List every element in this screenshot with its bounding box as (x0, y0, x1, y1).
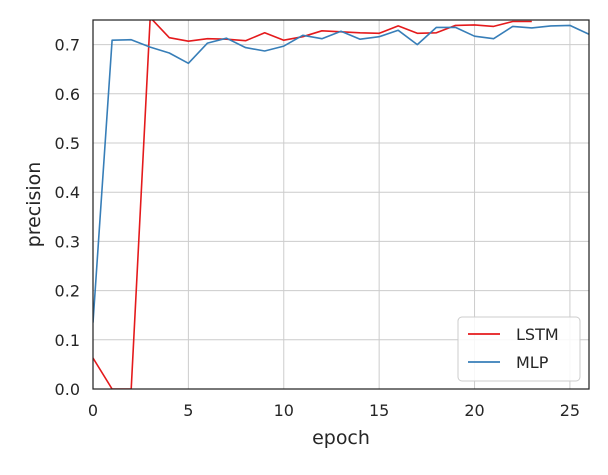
y-tick-label: 0.7 (55, 36, 80, 55)
x-tick-label: 5 (183, 401, 193, 420)
x-tick-label: 10 (274, 401, 294, 420)
x-tick-label: 15 (369, 401, 389, 420)
legend-label-lstm: LSTM (516, 325, 559, 344)
series-line-mlp (93, 24, 589, 323)
y-tick-label: 0.3 (55, 232, 80, 251)
legend: LSTM MLP (457, 316, 581, 382)
y-tick-label: 0.2 (55, 282, 80, 301)
legend-label-mlp: MLP (516, 353, 549, 372)
series-line-lstm (93, 20, 532, 389)
legend-box (457, 316, 581, 382)
x-tick-label: 25 (560, 401, 580, 420)
y-axis-title: precision (23, 162, 45, 248)
tick-labels: 0 5 10 15 20 25 0.0 0.1 0.2 0.3 0.4 0.5 0.6 0.7 (55, 36, 581, 420)
grid (92, 20, 589, 390)
series-lines (93, 20, 589, 389)
y-tick-label: 0.5 (55, 134, 80, 153)
y-tick-label: 0.4 (55, 183, 80, 202)
x-tick-label: 0 (88, 401, 98, 420)
y-tick-label: 0.1 (55, 331, 80, 350)
x-tick-label: 20 (464, 401, 484, 420)
y-tick-label: 0.0 (55, 380, 80, 399)
plot-frame (92, 19, 590, 390)
y-tick-label: 0.6 (55, 85, 80, 104)
x-axis-title: epoch (312, 427, 370, 449)
